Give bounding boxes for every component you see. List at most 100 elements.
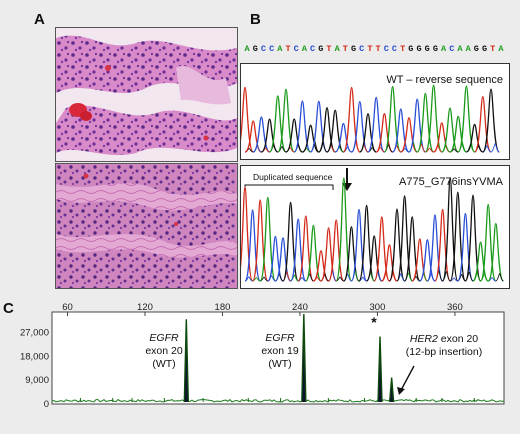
y-tick-label: 0 <box>44 399 49 410</box>
trace-background-peak <box>358 276 367 282</box>
fragment-peak <box>183 319 190 403</box>
trace-peak <box>236 86 254 153</box>
mutant-chromatogram <box>236 168 505 282</box>
annotation-egfr-exon20: EGFR exon 20 (WT) <box>145 332 183 370</box>
base-letter: T <box>285 44 291 54</box>
trace-peak <box>388 208 406 282</box>
x-tick-label: 120 <box>137 302 153 313</box>
panel-a-label: A <box>34 11 45 28</box>
base-letter: C <box>359 44 365 54</box>
base-letter: G <box>481 44 488 54</box>
y-tick-label: 9,000 <box>25 375 49 386</box>
base-letter: A <box>301 44 307 54</box>
base-letter: T <box>326 44 332 54</box>
base-letter: T <box>342 44 348 54</box>
base-letter: G <box>408 44 414 54</box>
annotation-egfr-exon19: EGFR exon 19 (WT) <box>261 332 299 370</box>
trace-peak <box>343 226 360 282</box>
x-tick-label: 240 <box>292 302 308 313</box>
y-tick-label: 27,000 <box>20 328 49 339</box>
trace-peak <box>473 95 492 153</box>
duplicated-bracket <box>244 184 334 190</box>
trace-background-peak <box>260 276 268 282</box>
annotation-her2-exon20: HER2 exon 20 (12-bp insertion) <box>405 333 483 358</box>
base-letter: A <box>244 44 250 54</box>
x-tick-label: 180 <box>215 302 231 313</box>
trace-background-peak <box>450 277 458 282</box>
base-letter: A <box>334 44 340 54</box>
base-letter: C <box>310 44 316 54</box>
trace-peak <box>424 84 443 153</box>
wt-chromatogram <box>236 84 500 153</box>
base-letter: T <box>490 44 496 54</box>
base-letter: C <box>260 44 267 54</box>
trace-background-peak <box>425 147 434 153</box>
x-tick-label: 300 <box>370 302 386 313</box>
base-letter: G <box>350 44 357 54</box>
fragment-peak <box>388 377 395 403</box>
wt-trace-box: WT – reverse sequence <box>236 63 510 160</box>
trace-peak <box>434 208 451 282</box>
x-tick-label: 60 <box>62 302 73 313</box>
base-letter: A <box>277 44 283 54</box>
base-letter: G <box>318 44 324 54</box>
panel-c-label: C <box>3 300 14 317</box>
trace-peak <box>383 85 402 153</box>
trace-background-peak <box>495 273 504 282</box>
trace-peak <box>419 239 436 282</box>
duplicated-sequence-label: Duplicated sequence <box>253 172 333 182</box>
mutant-trace-label: A775_G776insYVMA <box>399 176 503 188</box>
base-letter: G <box>473 44 479 54</box>
trace-peak <box>244 120 262 153</box>
trace-peak <box>472 241 489 282</box>
trace-peak <box>293 100 312 153</box>
histology-image-top <box>55 27 238 162</box>
trace-peak <box>335 177 353 282</box>
trace-peak <box>408 98 427 153</box>
base-letter: C <box>449 44 455 54</box>
base-letter: G <box>432 44 438 54</box>
base-letter: G <box>252 44 258 54</box>
x-tick-label: 360 <box>447 302 463 313</box>
baseline-trace <box>51 398 505 403</box>
fragment-peak <box>301 313 307 403</box>
trace-peak <box>302 124 320 153</box>
trace-background-peak <box>490 143 500 153</box>
wt-trace-label: WT – reverse sequence <box>386 74 503 86</box>
base-letter: C <box>383 44 389 54</box>
base-letter: A <box>465 44 471 54</box>
trace-peak <box>457 85 476 153</box>
base-letter: C <box>269 44 275 54</box>
base-letter: A <box>498 44 504 54</box>
fragment-analysis-panel: 60 120 180 240 300 360 0 9,000 18,000 27,000 EGFR… <box>0 300 520 429</box>
trace-peak <box>268 95 287 153</box>
panel-b-label: B <box>250 11 261 28</box>
trace-background-peak <box>244 276 253 282</box>
base-letter: A <box>457 44 463 54</box>
trace-peak <box>327 219 345 282</box>
base-letter: C <box>391 44 398 54</box>
base-letter: G <box>416 44 422 54</box>
trace-background-peak <box>298 276 306 282</box>
y-tick-label: 18,000 <box>20 351 49 362</box>
base-letter: A <box>441 44 447 54</box>
trace-peak <box>457 212 474 282</box>
trace-peak <box>334 122 352 153</box>
asterisk-marker: * <box>371 314 377 330</box>
mutant-trace-box: A775_G776insYVMA Duplicated sequence <box>236 165 510 289</box>
trace-peak <box>400 117 418 153</box>
trace-peak <box>487 222 505 282</box>
base-letter: G <box>424 44 430 54</box>
trace-background-peak <box>252 277 261 282</box>
trace-peak <box>375 113 394 153</box>
trace-peak <box>482 88 500 153</box>
fragment-peak <box>377 336 383 403</box>
trace-background-peak <box>336 276 344 282</box>
base-letter: T <box>400 44 406 54</box>
electropherogram-chart: 60 120 180 240 300 360 0 9,000 18,000 27,000 <box>20 302 505 410</box>
base-letter: T <box>367 44 373 54</box>
trace-peak <box>464 194 482 282</box>
base-letter: C <box>293 44 299 54</box>
